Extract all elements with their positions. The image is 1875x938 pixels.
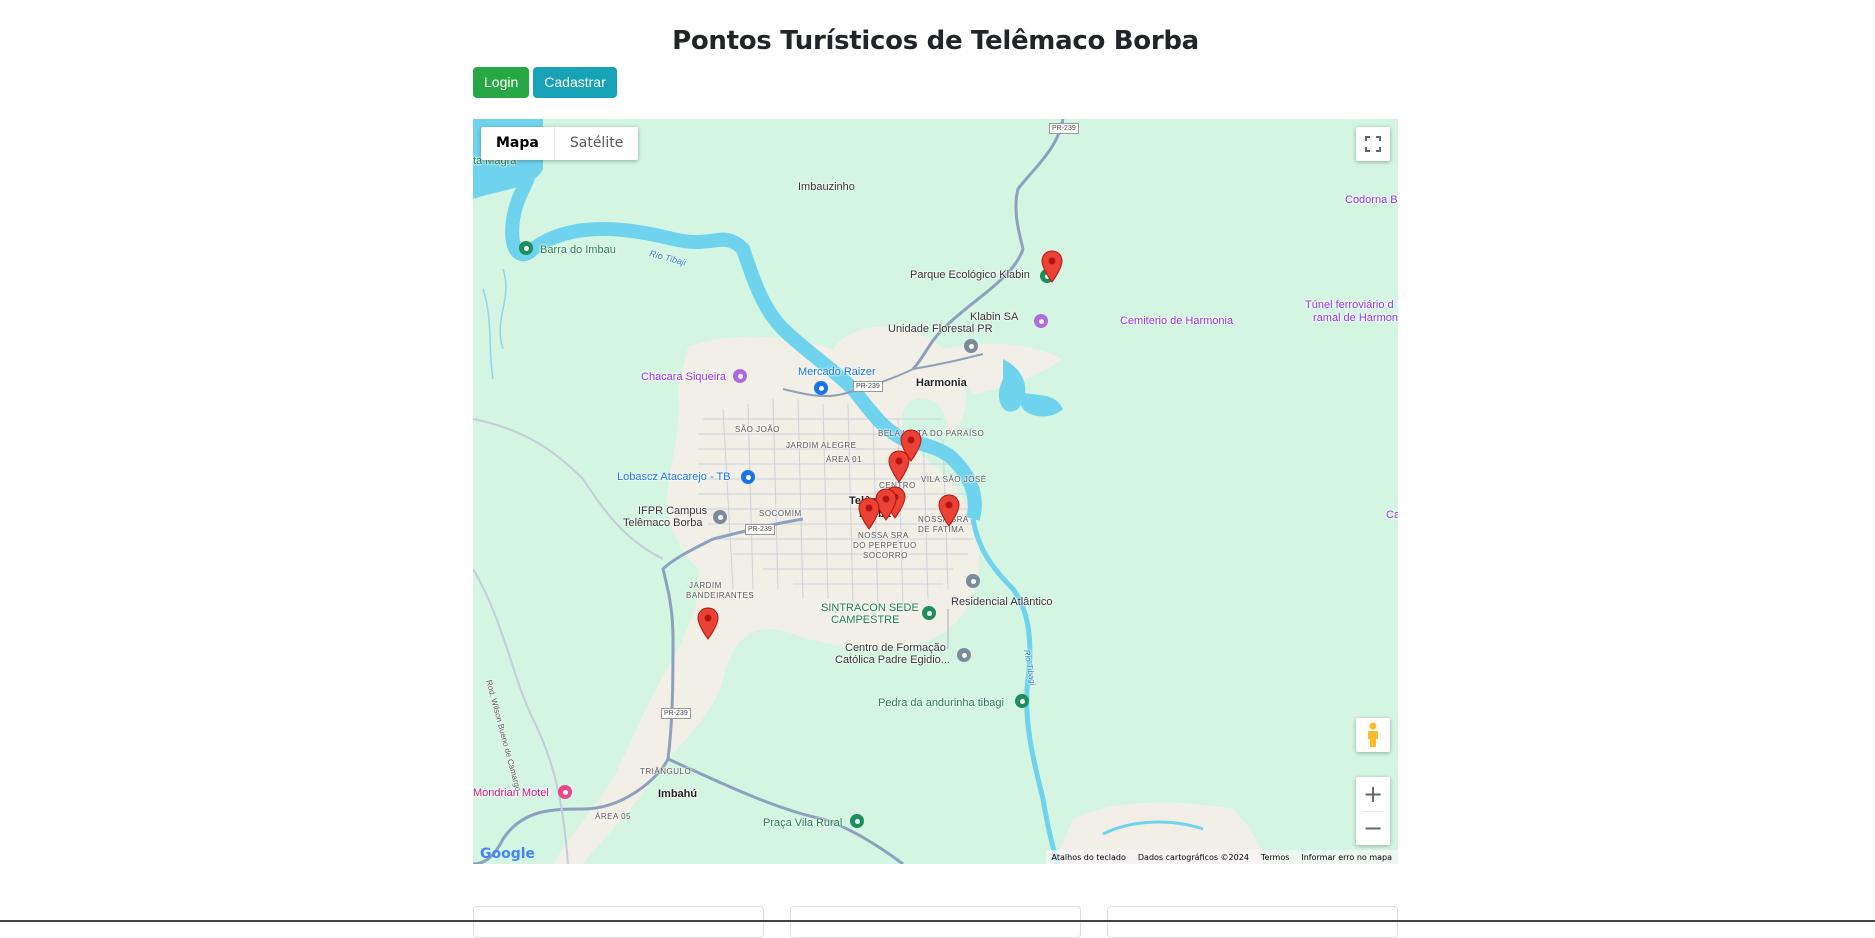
terms-link[interactable]: Termos: [1260, 852, 1290, 862]
zoom-control: + −: [1356, 777, 1390, 845]
google-logo-text: Google: [480, 846, 536, 862]
sports-icon[interactable]: [922, 606, 936, 620]
label-fatima-1: NOSSA SRA: [918, 515, 969, 524]
fullscreen-button[interactable]: [1356, 127, 1390, 161]
hotel-icon[interactable]: [558, 785, 572, 799]
label-codorna[interactable]: Codorna Be: [1345, 194, 1398, 206]
label-ifpr-2[interactable]: Telêmaco Borba: [623, 517, 703, 529]
label-mercado[interactable]: Mercado Raizer: [798, 366, 876, 378]
label-ifpr-1[interactable]: IFPR Campus: [638, 505, 708, 517]
label-sao-joao: SÃO JOÃO: [735, 425, 780, 434]
label-triangulo: TRIÂNGULO: [640, 767, 692, 776]
lodging-icon[interactable]: [733, 369, 747, 383]
attraction-card[interactable]: [473, 906, 764, 938]
label-imbauzinho: Imbauzinho: [798, 181, 855, 193]
attraction-card[interactable]: [1107, 906, 1398, 938]
label-tunel[interactable]: Túnel ferroviário d: [1305, 299, 1394, 311]
label-socomim: SOCOMIM: [759, 509, 802, 518]
label-cemiterio[interactable]: Cemiterio de Harmonia: [1120, 315, 1234, 327]
label-ramal[interactable]: ramal de Harmoni: [1313, 312, 1398, 324]
label-jardim-band-2: BANDEIRANTES: [686, 591, 755, 600]
map-marker-icon[interactable]: [938, 494, 960, 528]
page-title: Pontos Turísticos de Telêmaco Borba: [672, 26, 1199, 56]
label-sintracon-1[interactable]: SINTRACON SEDE: [821, 602, 919, 614]
auth-buttons: Login Cadastrar: [473, 67, 617, 98]
label-imbahu: Imbahú: [658, 788, 698, 800]
zoom-in-button[interactable]: +: [1356, 777, 1390, 811]
label-sintracon-2[interactable]: CAMPESTRE: [831, 614, 900, 626]
login-button[interactable]: Login: [473, 67, 530, 98]
map-footer: Atalhos do teclado Dados cartográficos ©…: [1045, 850, 1398, 864]
park-icon[interactable]: [850, 814, 864, 828]
zoom-out-button[interactable]: −: [1356, 811, 1390, 845]
place-icon[interactable]: [964, 339, 978, 353]
map-type-satellite-button[interactable]: Satélite: [553, 127, 638, 160]
label-pedra[interactable]: Pedra da andurinha tibagi: [878, 697, 1004, 709]
attraction-card[interactable]: [790, 906, 1081, 938]
church-icon[interactable]: [957, 648, 971, 662]
map-data-text: Dados cartográficos ©2024: [1137, 852, 1249, 862]
school-icon[interactable]: [713, 510, 727, 524]
map-type-map-button[interactable]: Mapa: [496, 135, 539, 151]
label-jardim-alegre: JARDIM ALEGRE: [786, 441, 857, 450]
shopping-cart-icon[interactable]: [814, 381, 828, 395]
map-marker-icon[interactable]: [858, 497, 880, 531]
label-centro: CENTRO: [879, 481, 916, 490]
label-lobascz[interactable]: Lobascz Atacarejo - TB: [617, 471, 731, 483]
map-type-control: Mapa Satélite: [481, 127, 639, 160]
park-icon[interactable]: [1015, 694, 1029, 708]
map-marker-icon[interactable]: [888, 450, 910, 484]
label-mondrian[interactable]: Mondrian Motel: [473, 787, 549, 799]
zoom-out-icon: −: [1362, 814, 1384, 842]
park-icon[interactable]: [519, 241, 533, 255]
label-fatima-2: DE FATIMA: [918, 525, 965, 534]
road-shield: PR-239: [661, 708, 691, 719]
pegman-icon: [1368, 722, 1378, 747]
label-residencial[interactable]: Residencial Atlântico: [951, 596, 1053, 608]
shopping-cart-icon[interactable]: [741, 470, 755, 484]
map-view[interactable]: Imbauzinho Barra do Imbau Rio Tibaji Par…: [473, 119, 1398, 864]
fullscreen-icon: [1365, 136, 1381, 152]
road-shield: PR-239: [1049, 123, 1079, 134]
label-centro-formacao-1[interactable]: Centro de Formação: [845, 642, 946, 654]
road-shield: PR-239: [745, 524, 775, 535]
label-perpetuo-3: SOCORRO: [863, 551, 908, 560]
map-marker-icon[interactable]: [697, 607, 719, 641]
cemetery-icon[interactable]: [1034, 314, 1048, 328]
map-base: [473, 119, 1263, 864]
street-view-button[interactable]: [1356, 718, 1390, 752]
label-praca[interactable]: Praça Vila Rural: [763, 817, 843, 829]
label-vila-sao-jose: VILA SÃO JOSÉ: [921, 475, 987, 484]
report-error-link[interactable]: Informar erro no mapa: [1301, 852, 1392, 862]
label-perpetuo-1: NOSSA SRA: [858, 531, 909, 540]
label-unidade-florestal: Unidade Florestal PR: [888, 323, 993, 335]
page-bottom-border: [0, 920, 1875, 922]
label-barra-imbau[interactable]: Barra do Imbau: [540, 244, 616, 256]
label-bela-vista: BELA VISTA DO PARAÍSO: [878, 429, 985, 438]
label-chacara[interactable]: Chacara Siqueira: [641, 371, 726, 383]
map-marker-icon[interactable]: [1041, 250, 1063, 284]
label-centro-formacao-2[interactable]: Católica Padre Egidio...: [835, 654, 950, 666]
label-parque-klabin[interactable]: Parque Ecológico Klabin: [910, 269, 1030, 281]
keyboard-shortcuts-link[interactable]: Atalhos do teclado: [1051, 852, 1126, 862]
map-marker-icon[interactable]: [875, 488, 897, 522]
label-ca[interactable]: Ca: [1386, 509, 1398, 521]
road-shield: PR-239: [853, 381, 883, 392]
zoom-divider: [1362, 811, 1384, 812]
label-area: ÁREA 05: [595, 812, 631, 821]
google-logo: Google: [480, 846, 535, 862]
zoom-in-icon: +: [1362, 780, 1384, 808]
place-icon[interactable]: [966, 574, 980, 588]
label-klabin-sa: Klabin SA: [970, 311, 1019, 323]
label-jardim-band-1: JARDIM: [689, 581, 722, 590]
label-perpetuo-2: DO PERPETUO: [853, 541, 917, 550]
label-area01: ÁREA 01: [826, 455, 862, 464]
signup-button[interactable]: Cadastrar: [533, 67, 617, 98]
label-harmonia: Harmonia: [916, 377, 967, 389]
